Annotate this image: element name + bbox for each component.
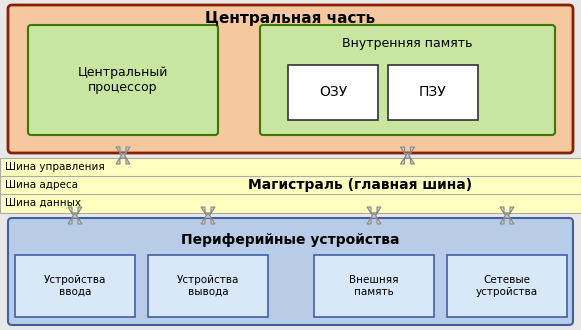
Text: Устройства
вывода: Устройства вывода	[177, 275, 239, 297]
Bar	[288, 65, 378, 120]
FancyArrow shape	[116, 153, 130, 164]
Bar	[388, 65, 478, 120]
FancyArrow shape	[201, 207, 215, 218]
FancyArrow shape	[68, 207, 82, 218]
Text: Магистраль (главная шина): Магистраль (главная шина)	[248, 178, 472, 192]
Text: Сетевые
устройства: Сетевые устройства	[476, 275, 538, 297]
FancyArrow shape	[116, 147, 130, 158]
Bar	[0, 158, 581, 213]
Text: Шина адреса: Шина адреса	[5, 180, 78, 190]
FancyBboxPatch shape	[8, 218, 573, 325]
FancyArrow shape	[400, 147, 414, 158]
FancyArrow shape	[367, 213, 381, 224]
Text: Внешняя
память: Внешняя память	[349, 275, 399, 297]
FancyArrow shape	[400, 153, 414, 164]
FancyArrow shape	[68, 213, 82, 224]
Bar	[148, 255, 268, 317]
FancyBboxPatch shape	[8, 5, 573, 153]
Text: Внутренняя память: Внутренняя память	[342, 37, 473, 50]
Text: Шина управления: Шина управления	[5, 162, 105, 172]
Text: ОЗУ: ОЗУ	[319, 85, 347, 100]
Text: Устройства
ввода: Устройства ввода	[44, 275, 106, 297]
Bar	[314, 255, 434, 317]
Text: Центральный
процессор: Центральный процессор	[78, 66, 168, 94]
Text: Центральная часть: Центральная часть	[206, 12, 375, 26]
FancyArrow shape	[500, 207, 514, 218]
FancyBboxPatch shape	[28, 25, 218, 135]
Bar	[15, 255, 135, 317]
FancyArrow shape	[201, 213, 215, 224]
Text: ПЗУ: ПЗУ	[419, 85, 447, 100]
Text: Периферийные устройства: Периферийные устройства	[181, 233, 400, 247]
FancyArrow shape	[367, 207, 381, 218]
Bar	[447, 255, 567, 317]
Text: Шина данных: Шина данных	[5, 198, 81, 208]
FancyBboxPatch shape	[260, 25, 555, 135]
FancyArrow shape	[500, 213, 514, 224]
